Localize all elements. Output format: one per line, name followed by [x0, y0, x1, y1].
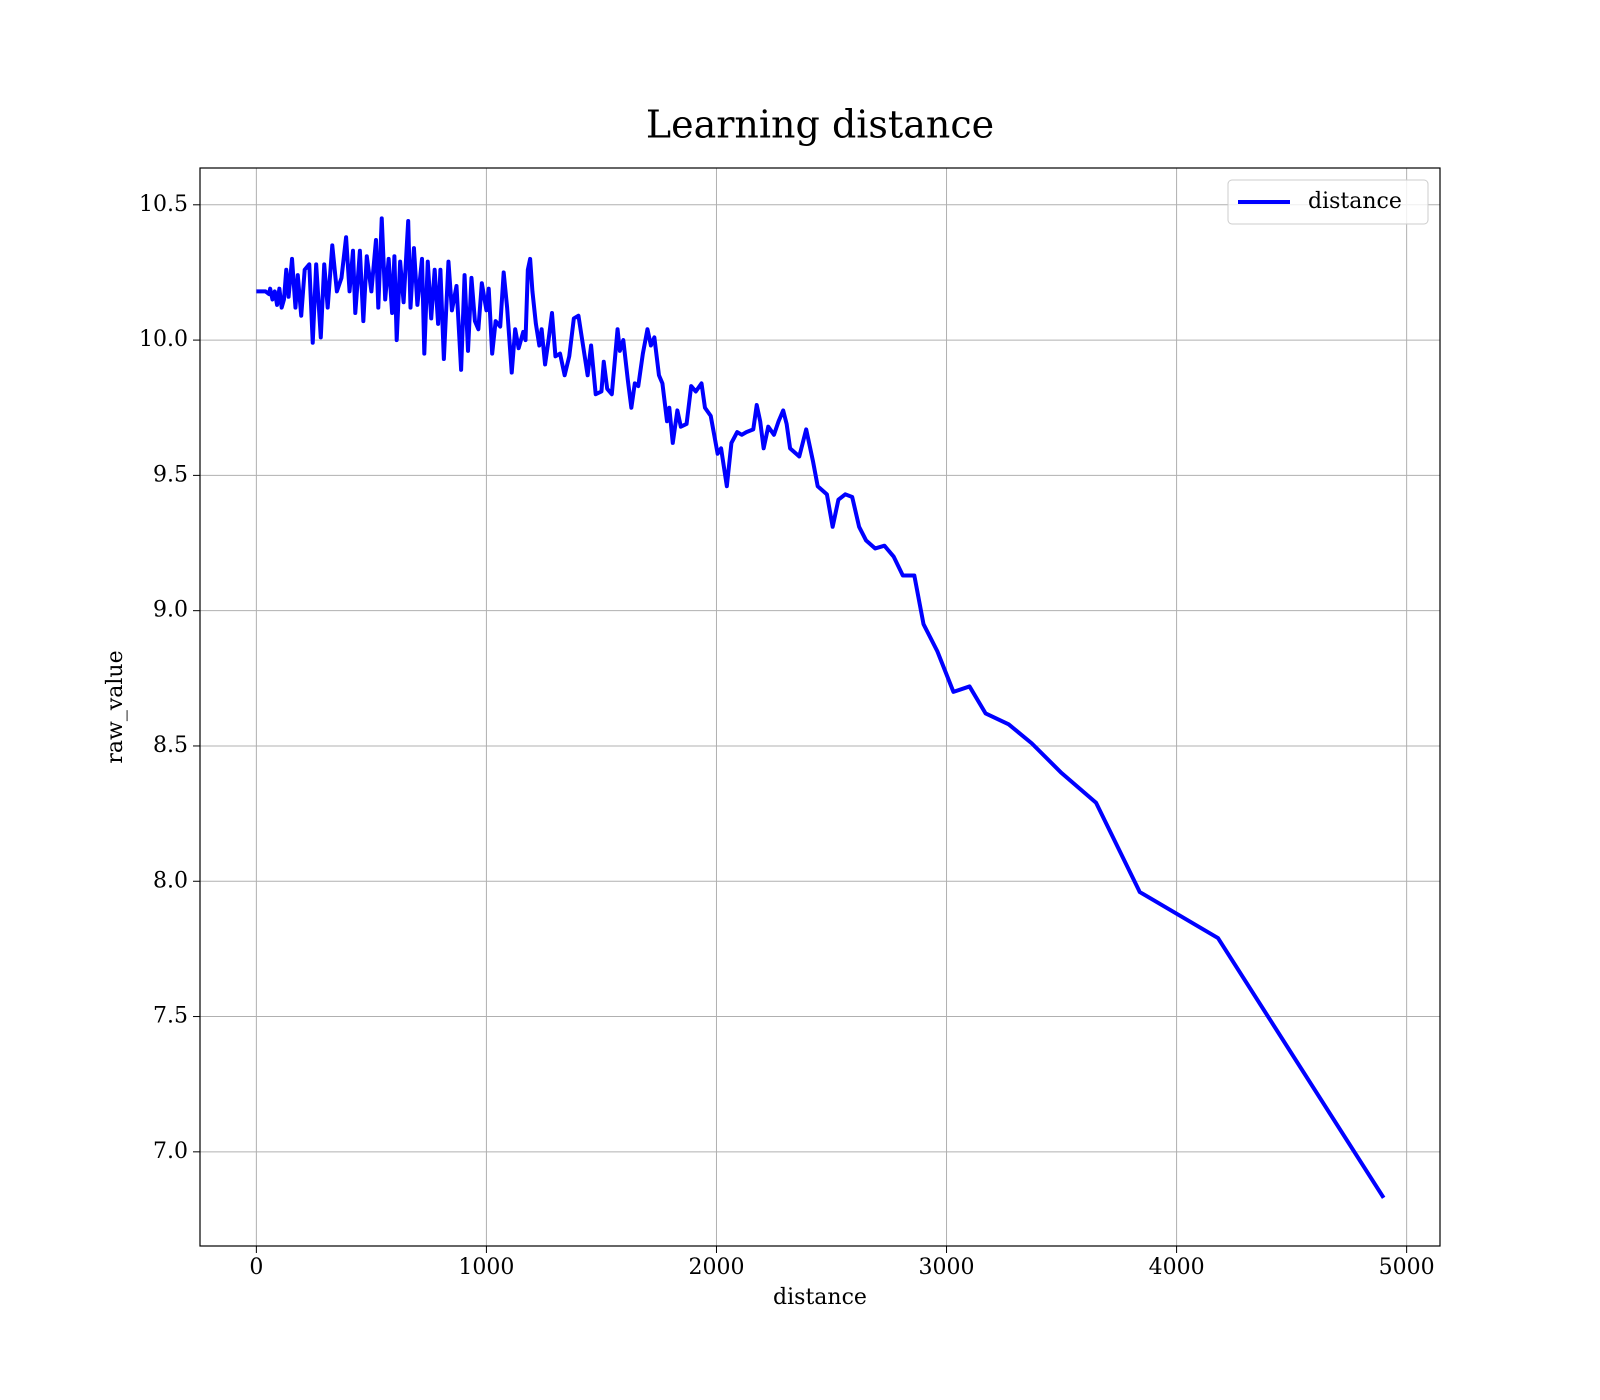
legend-label: distance: [1308, 189, 1402, 214]
y-axis-label: raw_value: [103, 650, 128, 763]
x-tick-label: 2000: [688, 1255, 744, 1280]
chart-title: Learning distance: [646, 103, 994, 147]
x-tick-label: 5000: [1379, 1255, 1435, 1280]
x-tick-label: 4000: [1149, 1255, 1205, 1280]
x-tick-label: 0: [249, 1255, 263, 1280]
plot-frame: [199, 167, 1441, 1247]
y-tick-label: 9.5: [153, 462, 188, 487]
y-tick-label: 10.5: [139, 192, 188, 217]
y-tick-label: 8.0: [153, 868, 188, 893]
legend-box: [1227, 179, 1429, 225]
y-tick-label: 7.0: [153, 1139, 188, 1164]
y-tick-label: 7.5: [153, 1004, 188, 1029]
y-tick-label: 9.0: [153, 598, 188, 623]
x-tick-label: 1000: [458, 1255, 514, 1280]
y-tick-label: 8.5: [153, 733, 188, 758]
x-tick-label: 3000: [919, 1255, 975, 1280]
x-axis-label: distance: [773, 1285, 867, 1310]
y-tick-label: 10.0: [139, 327, 188, 352]
data-line: [256, 216, 1386, 1199]
